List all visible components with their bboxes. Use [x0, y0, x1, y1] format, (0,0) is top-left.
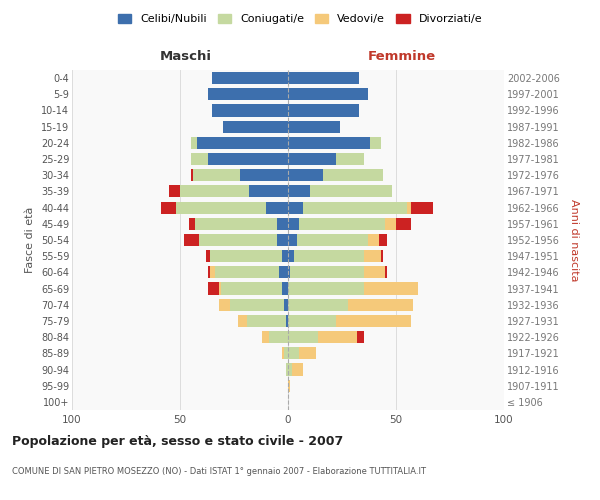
Bar	[295, 250, 364, 262]
Bar	[368, 234, 379, 246]
Bar	[364, 250, 381, 262]
Bar	[277, 218, 288, 230]
Bar	[191, 169, 193, 181]
Bar	[281, 348, 284, 360]
Bar	[379, 234, 388, 246]
Bar	[188, 218, 195, 230]
Bar	[221, 282, 281, 294]
Bar	[208, 153, 288, 165]
Bar	[288, 137, 370, 149]
Bar	[238, 315, 247, 327]
Bar	[381, 250, 383, 262]
Bar	[290, 266, 364, 278]
Bar	[385, 266, 388, 278]
Bar	[262, 331, 269, 343]
Bar	[210, 266, 215, 278]
Bar	[288, 282, 364, 294]
Y-axis label: Anni di nascita: Anni di nascita	[569, 198, 579, 281]
Bar	[357, 331, 364, 343]
Y-axis label: Fasce di età: Fasce di età	[25, 207, 35, 273]
Legend: Celibi/Nubili, Coniugati/e, Vedovi/e, Divorziati/e: Celibi/Nubili, Coniugati/e, Vedovi/e, Di…	[115, 10, 485, 28]
Bar	[303, 202, 407, 213]
Bar	[208, 282, 219, 294]
Bar	[288, 266, 290, 278]
Text: Popolazione per età, sesso e stato civile - 2007: Popolazione per età, sesso e stato civil…	[12, 435, 343, 448]
Bar	[212, 72, 288, 84]
Bar	[286, 315, 288, 327]
Bar	[296, 234, 368, 246]
Bar	[193, 169, 241, 181]
Bar	[288, 348, 299, 360]
Bar	[318, 331, 357, 343]
Bar	[161, 202, 176, 213]
Bar	[219, 282, 221, 294]
Bar	[195, 218, 277, 230]
Bar	[199, 234, 277, 246]
Bar	[396, 218, 411, 230]
Bar	[191, 153, 208, 165]
Bar	[288, 234, 296, 246]
Bar	[288, 88, 368, 101]
Bar	[310, 186, 392, 198]
Bar	[288, 218, 299, 230]
Bar	[223, 120, 288, 132]
Bar	[184, 234, 199, 246]
Bar	[299, 218, 385, 230]
Bar	[281, 282, 288, 294]
Bar	[288, 380, 290, 392]
Bar	[286, 364, 288, 376]
Bar	[299, 348, 316, 360]
Bar	[281, 250, 288, 262]
Bar	[197, 137, 288, 149]
Bar	[323, 169, 383, 181]
Bar	[215, 266, 280, 278]
Bar	[280, 266, 288, 278]
Bar	[364, 266, 385, 278]
Bar	[364, 282, 418, 294]
Bar	[219, 298, 230, 311]
Bar	[230, 298, 284, 311]
Bar	[191, 137, 197, 149]
Bar	[210, 250, 281, 262]
Text: COMUNE DI SAN PIETRO MOSEZZO (NO) - Dati ISTAT 1° gennaio 2007 - Elaborazione TU: COMUNE DI SAN PIETRO MOSEZZO (NO) - Dati…	[12, 468, 426, 476]
Bar	[277, 234, 288, 246]
Bar	[288, 72, 359, 84]
Text: Femmine: Femmine	[368, 50, 436, 62]
Bar	[288, 202, 303, 213]
Bar	[176, 202, 266, 213]
Bar	[335, 153, 364, 165]
Bar	[288, 364, 292, 376]
Bar	[288, 250, 295, 262]
Bar	[288, 120, 340, 132]
Bar	[288, 153, 335, 165]
Bar	[247, 315, 286, 327]
Bar	[288, 298, 349, 311]
Bar	[407, 202, 411, 213]
Bar	[288, 104, 359, 117]
Bar	[288, 315, 335, 327]
Bar	[266, 202, 288, 213]
Bar	[241, 169, 288, 181]
Bar	[284, 348, 288, 360]
Bar	[269, 331, 288, 343]
Bar	[180, 186, 249, 198]
Bar	[284, 298, 288, 311]
Bar	[385, 218, 396, 230]
Bar	[206, 250, 210, 262]
Bar	[249, 186, 288, 198]
Bar	[335, 315, 411, 327]
Bar	[292, 364, 303, 376]
Bar	[370, 137, 381, 149]
Bar	[288, 186, 310, 198]
Text: Maschi: Maschi	[160, 50, 212, 62]
Bar	[169, 186, 180, 198]
Bar	[349, 298, 413, 311]
Bar	[288, 331, 318, 343]
Bar	[212, 104, 288, 117]
Bar	[208, 88, 288, 101]
Bar	[288, 169, 323, 181]
Bar	[208, 266, 210, 278]
Bar	[411, 202, 433, 213]
